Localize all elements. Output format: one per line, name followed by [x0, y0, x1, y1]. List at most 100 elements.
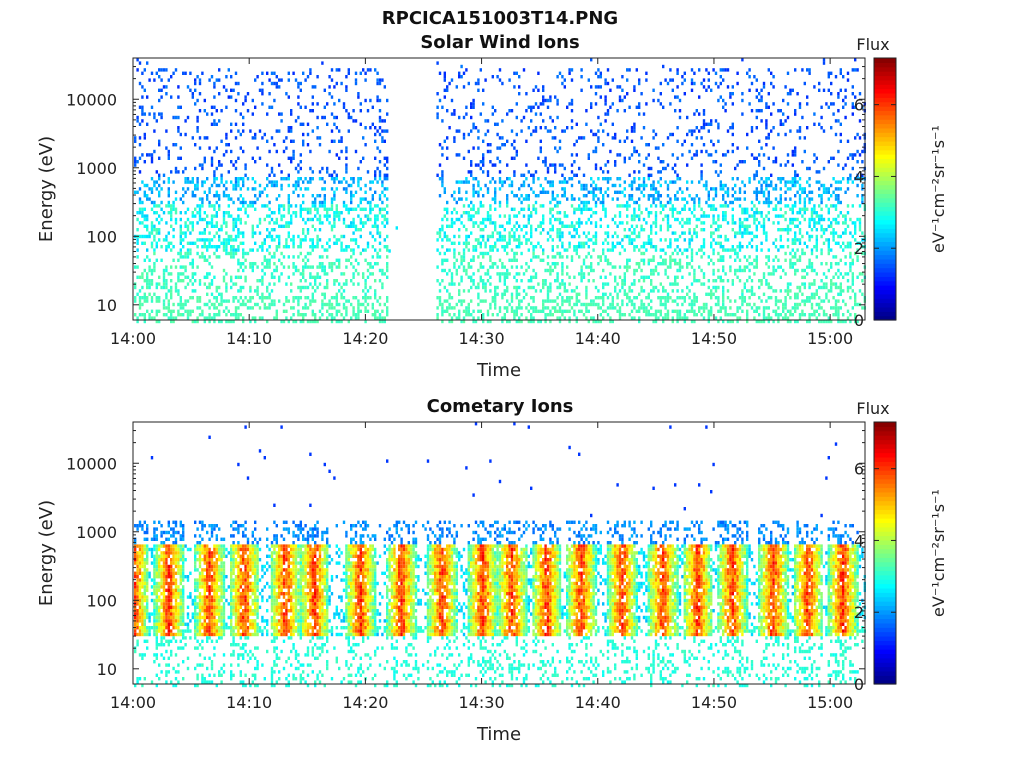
x-axis-label: Time	[476, 724, 521, 745]
x-tick-label: 15:00	[807, 693, 853, 712]
colorbar-segment	[874, 276, 896, 282]
colorbar-segment	[874, 579, 896, 585]
colorbar-segment	[874, 184, 896, 190]
colorbar-segment	[874, 662, 896, 668]
colorbar-segment	[874, 245, 896, 251]
x-axis-label: Time	[476, 360, 521, 381]
colorbar-segment	[874, 136, 896, 142]
y-tick-label: 1000	[76, 523, 117, 542]
colorbar-segment	[874, 114, 896, 120]
colorbar-segment	[874, 513, 896, 519]
colorbar-segment	[874, 258, 896, 264]
colorbar-segment	[874, 649, 896, 655]
colorbar-segment	[874, 596, 896, 602]
colorbar-segment	[874, 561, 896, 567]
colorbar-segment	[874, 140, 896, 146]
colorbar-segment	[874, 535, 896, 541]
heatmap-cells	[134, 422, 866, 688]
colorbar-segment	[874, 635, 896, 641]
colorbar: 0 2 4 6 Flux eV⁻¹cm⁻²sr⁻¹s⁻¹	[854, 399, 948, 694]
y-tick-label: 10	[97, 296, 117, 315]
colorbar-tick-label: 6	[854, 460, 864, 479]
colorbar-segment	[874, 605, 896, 611]
colorbar-segment	[874, 58, 896, 63]
colorbar-segment	[874, 478, 896, 484]
colorbar-segment	[874, 474, 896, 480]
colorbar-segment	[874, 430, 896, 436]
colorbar-tick-label: 4	[854, 167, 864, 186]
colorbar-title: Flux	[856, 399, 889, 418]
colorbar-segment	[874, 666, 896, 672]
colorbar-segment	[874, 531, 896, 537]
colorbar-segment	[874, 491, 896, 497]
colorbar-segment	[874, 640, 896, 646]
colorbar-segment	[874, 496, 896, 502]
colorbar-segment	[874, 193, 896, 199]
x-tick-label: 14:10	[226, 329, 272, 348]
x-tick-label: 14:30	[459, 693, 505, 712]
colorbar-segment	[874, 461, 896, 467]
colorbar-segment	[874, 426, 896, 432]
heatmap-cells	[134, 58, 866, 324]
x-tick-label: 14:50	[691, 329, 737, 348]
colorbar-segment	[874, 302, 896, 308]
colorbar-segment	[874, 557, 896, 563]
cometary-panel: 14:00 14:10 14:20 14:30 14:40 14:50 15:00 10 100…	[36, 399, 948, 745]
colorbar-segment	[874, 271, 896, 277]
colorbar-tick-label: 2	[854, 239, 864, 258]
colorbar-segment	[874, 167, 896, 173]
colorbar-segment	[874, 263, 896, 269]
colorbar-segment	[874, 422, 896, 427]
colorbar-segment	[874, 223, 896, 229]
plot-frame	[132, 421, 866, 685]
colorbar-frame	[873, 57, 897, 321]
colorbar-unit-label: eV⁻¹cm⁻²sr⁻¹s⁻¹	[929, 489, 948, 617]
colorbar-segment	[874, 237, 896, 242]
colorbar-segment	[874, 518, 896, 524]
colorbar-segment	[874, 609, 896, 615]
x-tick-label: 14:40	[575, 693, 621, 712]
x-tick-label: 14:00	[110, 693, 156, 712]
colorbar-segment	[874, 592, 896, 598]
colorbar-segment	[874, 622, 896, 628]
colorbar-segment	[874, 132, 896, 138]
colorbar-segment	[874, 504, 896, 510]
colorbar-segment	[874, 267, 896, 273]
colorbar-segment	[874, 197, 896, 203]
colorbar-segment	[874, 539, 896, 545]
colorbar-segment	[874, 175, 896, 181]
colorbar-segment	[874, 448, 896, 454]
colorbar-segment	[874, 526, 896, 532]
colorbar-segment	[874, 483, 896, 489]
colorbar-segment	[874, 298, 896, 304]
colorbar-segment	[874, 315, 896, 321]
colorbar-segment	[874, 452, 896, 458]
x-tick-label: 14:30	[459, 329, 505, 348]
colorbar-segment	[874, 149, 896, 155]
colorbar-segment	[874, 92, 896, 98]
x-tick-label: 15:00	[807, 329, 853, 348]
colorbar-tick-label: 0	[854, 675, 864, 694]
colorbar-segment	[874, 487, 896, 493]
y-tick-label: 100	[86, 591, 117, 610]
colorbar-segment	[874, 306, 896, 312]
colorbar: 0 2 4 6 Flux eV⁻¹cm⁻²sr⁻¹s⁻¹	[854, 35, 948, 330]
colorbar-segment	[874, 675, 896, 681]
y-axis-label: Energy (eV)	[36, 500, 57, 606]
colorbar-segment	[874, 127, 896, 133]
colorbar-segment	[874, 311, 896, 317]
colorbar-segment	[874, 145, 896, 151]
colorbar-segment	[874, 657, 896, 663]
colorbar-segment	[874, 631, 896, 637]
colorbar-segment	[874, 289, 896, 295]
colorbar-segment	[874, 158, 896, 164]
colorbar-segment	[874, 75, 896, 81]
colorbar-segment	[874, 574, 896, 580]
colorbar-segment	[874, 84, 896, 90]
colorbar-segment	[874, 601, 896, 606]
panel-title-cometary: Cometary Ions	[426, 396, 574, 417]
colorbar-frame	[873, 421, 897, 685]
colorbar-segment	[874, 470, 896, 475]
x-tick-label: 14:20	[342, 329, 388, 348]
colorbar-segment	[874, 215, 896, 221]
